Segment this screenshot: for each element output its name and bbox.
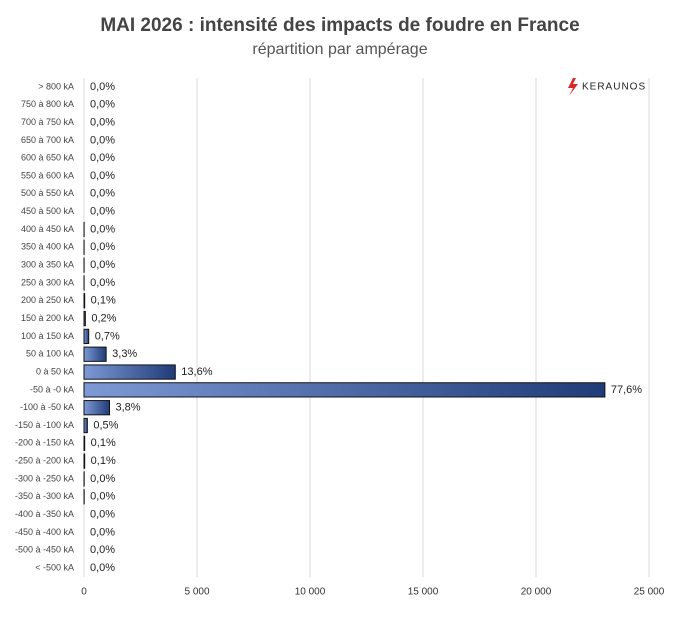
y-tick-label: -100 à -50 kA bbox=[20, 402, 74, 412]
bar bbox=[83, 417, 88, 434]
x-tick-label: 5 000 bbox=[184, 587, 209, 598]
data-label: 0,0% bbox=[90, 188, 115, 200]
data-label: 0,0% bbox=[90, 116, 115, 128]
bar bbox=[83, 453, 86, 469]
logo-icon bbox=[568, 78, 578, 96]
data-label: 3,3% bbox=[112, 348, 137, 360]
data-label: 77,6% bbox=[611, 384, 642, 396]
data-label: 13,6% bbox=[181, 366, 212, 378]
y-tick-label: 550 à 600 kA bbox=[21, 170, 74, 180]
data-label: 0,0% bbox=[90, 99, 115, 111]
x-tick-label: 15 000 bbox=[408, 587, 439, 598]
data-label: 0,1% bbox=[91, 437, 116, 449]
y-tick-label: -450 à -400 kA bbox=[15, 527, 74, 537]
chart-title: MAI 2026 : intensité des impacts de foud… bbox=[100, 15, 579, 36]
y-tick-label: 400 à 450 kA bbox=[21, 224, 74, 234]
bar bbox=[83, 293, 86, 309]
y-tick-label: -250 à -200 kA bbox=[15, 456, 74, 466]
data-label: 0,0% bbox=[90, 491, 115, 503]
y-tick-label: 650 à 700 kA bbox=[21, 135, 74, 145]
data-label: 0,0% bbox=[90, 544, 115, 556]
data-label: 0,2% bbox=[91, 312, 116, 324]
data-label: 3,8% bbox=[116, 402, 141, 414]
data-label: 0,0% bbox=[90, 81, 115, 93]
y-tick-label: 300 à 350 kA bbox=[21, 260, 74, 270]
y-tick-label: 750 à 800 kA bbox=[21, 99, 74, 109]
data-label: 0,0% bbox=[90, 526, 115, 538]
data-label: 0,0% bbox=[90, 206, 115, 218]
data-label: 0,0% bbox=[90, 134, 115, 146]
y-tick-label: 600 à 650 kA bbox=[21, 153, 74, 163]
data-label: 0,0% bbox=[90, 473, 115, 485]
y-tick-label: 500 à 550 kA bbox=[21, 188, 74, 198]
y-tick-label: 150 à 200 kA bbox=[21, 313, 74, 323]
y-tick-label: 350 à 400 kA bbox=[21, 242, 74, 252]
x-tick-label: 10 000 bbox=[295, 587, 326, 598]
x-tick-label: 0 bbox=[81, 587, 87, 598]
bar bbox=[83, 328, 90, 345]
y-tick-label: > 800 kA bbox=[38, 81, 74, 91]
data-label: 0,1% bbox=[91, 455, 116, 467]
x-tick-label: 20 000 bbox=[521, 587, 552, 598]
y-tick-label: -200 à -150 kA bbox=[15, 438, 74, 448]
y-tick-label: < -500 kA bbox=[35, 562, 74, 572]
data-label: 0,0% bbox=[90, 241, 115, 253]
data-label: 0,0% bbox=[90, 562, 115, 574]
y-tick-label: -150 à -100 kA bbox=[15, 420, 74, 430]
data-label: 0,0% bbox=[90, 277, 115, 289]
y-tick-label: 450 à 500 kA bbox=[21, 206, 74, 216]
bar bbox=[83, 310, 86, 327]
bar bbox=[83, 400, 111, 416]
y-tick-label: 100 à 150 kA bbox=[21, 331, 74, 341]
data-label: 0,5% bbox=[93, 419, 118, 431]
chart-subtitle: répartition par ampérage bbox=[252, 41, 427, 58]
data-label: 0,0% bbox=[90, 223, 115, 235]
y-tick-label: -300 à -250 kA bbox=[15, 473, 74, 483]
y-tick-label: -400 à -350 kA bbox=[15, 509, 74, 519]
y-tick-label: 0 à 50 kA bbox=[36, 366, 74, 376]
y-tick-label: -350 à -300 kA bbox=[15, 491, 74, 501]
y-tick-label: -500 à -450 kA bbox=[15, 545, 74, 555]
data-label: 0,0% bbox=[90, 152, 115, 164]
bar bbox=[83, 382, 606, 398]
bar bbox=[83, 435, 86, 451]
y-tick-label: 50 à 100 kA bbox=[26, 349, 74, 359]
data-label: 0,0% bbox=[90, 259, 115, 271]
bar bbox=[83, 346, 107, 362]
data-label: 0,7% bbox=[95, 330, 120, 342]
data-label: 0,1% bbox=[91, 295, 116, 307]
x-tick-label: 25 000 bbox=[634, 587, 665, 598]
bar bbox=[83, 364, 176, 380]
data-label: 0,0% bbox=[90, 170, 115, 182]
y-tick-label: 700 à 750 kA bbox=[21, 117, 74, 127]
logo: KERAUNOS bbox=[582, 82, 646, 93]
data-label: 0,0% bbox=[90, 509, 115, 521]
y-tick-label: 250 à 300 kA bbox=[21, 277, 74, 287]
y-tick-label: -50 à -0 kA bbox=[30, 384, 74, 394]
y-tick-label: 200 à 250 kA bbox=[21, 295, 74, 305]
